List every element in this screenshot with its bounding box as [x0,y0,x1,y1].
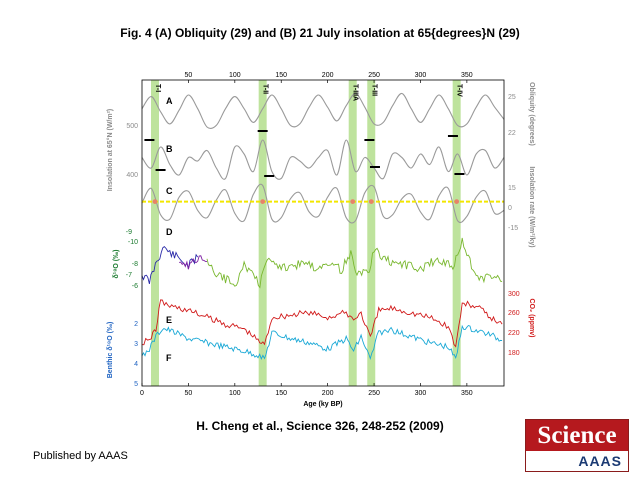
logo-wordmark: Science [526,420,628,451]
logo-subtext: AAAS [578,453,622,469]
termination-label: T-III [370,84,377,96]
termination-label: T-I [154,84,161,92]
termination-bands [150,80,461,386]
termination-band-t-iii [367,80,376,386]
left-tick-insolation: 400 [126,172,138,179]
bottom-tick-label: 250 [368,390,380,397]
panel-letter-a: A [166,96,173,106]
panel-letter-d: D [166,227,173,237]
series-e-line [142,299,503,348]
top-tick-label: 150 [275,72,287,79]
termination-band-t-iiia [348,80,357,386]
bottom-tick-label: 300 [415,390,427,397]
series-b-line [141,139,505,180]
right-axis-label-insolation-rate: Insolation rate (W/m²/ky) [528,166,535,247]
series-d-line [179,255,207,270]
right-tick-co2: 180 [508,350,520,357]
top-tick-label: 50 [185,72,193,79]
right-tick-insolation-rate: -15 [508,225,518,232]
left-tick-benthic: 4 [134,361,138,368]
left-tick-benthic: 2 [134,321,138,328]
left-tick-d18o: -8 [132,261,138,268]
bottom-tick-label: 100 [229,390,241,397]
panel-letter-e: E [166,315,172,325]
termination-band-t-i [150,80,159,386]
left-axis-label-insolation: Insolation at 65°N (W/m²) [106,109,114,192]
left-tick-d18o: -7 [126,272,132,279]
right-axis-label-co2: CO₂ (ppmv) [528,299,535,338]
science-logo: Science AAAS [525,419,629,472]
right-tick-insolation-rate: 0 [508,205,512,212]
left-tick-d18o: -6 [132,283,138,290]
left-axis-label-benthic: Benthic δ¹⁸O (‰) [107,322,114,379]
top-tick-label: 100 [229,72,241,79]
bottom-tick-label: 350 [461,390,473,397]
panel-letter-f: F [166,353,172,363]
threshold-crossing-dot [350,199,356,205]
publisher-note: Published by AAAS [33,450,128,462]
threshold-crossing-dot [454,199,460,205]
left-axis-label-d18o: δ¹⁸O (‰) [113,250,120,279]
left-tick-benthic: 5 [134,381,138,388]
left-tick-d18o: -10 [128,239,138,246]
right-axis-label-obliquity: Obliquity (degrees) [528,82,535,146]
left-tick-insolation: 500 [126,123,138,130]
right-tick-obliquity: 22 [508,130,516,137]
termination-band-t-ii [258,80,267,386]
right-tick-co2: 220 [508,330,520,337]
plot-border [141,79,505,387]
right-tick-co2: 260 [508,310,520,317]
right-tick-co2: 300 [508,291,520,298]
series-c-line [141,183,505,224]
termination-label: T-IIIA [352,84,359,101]
citation: H. Cheng et al., Science 326, 248-252 (2… [196,419,444,433]
left-tick-d18o: -9 [126,229,132,236]
threshold-crossing-dot [152,199,158,205]
series-d-line [206,237,503,289]
curves [141,92,505,361]
bottom-tick-label: 200 [322,390,334,397]
bottom-tick-label: 50 [185,390,193,397]
panel-letter-b: B [166,144,173,154]
left-tick-benthic: 3 [134,341,138,348]
threshold-crossing-dot [368,199,374,205]
x-axis-label: Age (ky BP) [303,401,342,408]
bottom-tick-label: 0 [140,390,144,397]
top-tick-label: 250 [368,72,380,79]
top-tick-label: 350 [461,72,473,79]
top-tick-label: 300 [415,72,427,79]
termination-label: T-IV [456,84,463,97]
series-f-line [141,324,503,361]
right-tick-obliquity: 25 [508,94,516,101]
labels: T-I T-II T-IIIA T-III T-IV A B C D E F [154,84,463,363]
termination-band-t-iv [452,80,461,386]
top-tick-label: 200 [322,72,334,79]
plot-frame [141,79,505,387]
bottom-tick-label: 150 [275,390,287,397]
series-a-line [141,92,505,130]
panel-letter-c: C [166,186,173,196]
right-tick-insolation-rate: 15 [508,185,516,192]
threshold-crossing-dot [260,199,266,205]
termination-label: T-II [262,84,269,94]
figure-title: Fig. 4 (A) Obliquity (29) and (B) 21 Jul… [120,26,520,40]
